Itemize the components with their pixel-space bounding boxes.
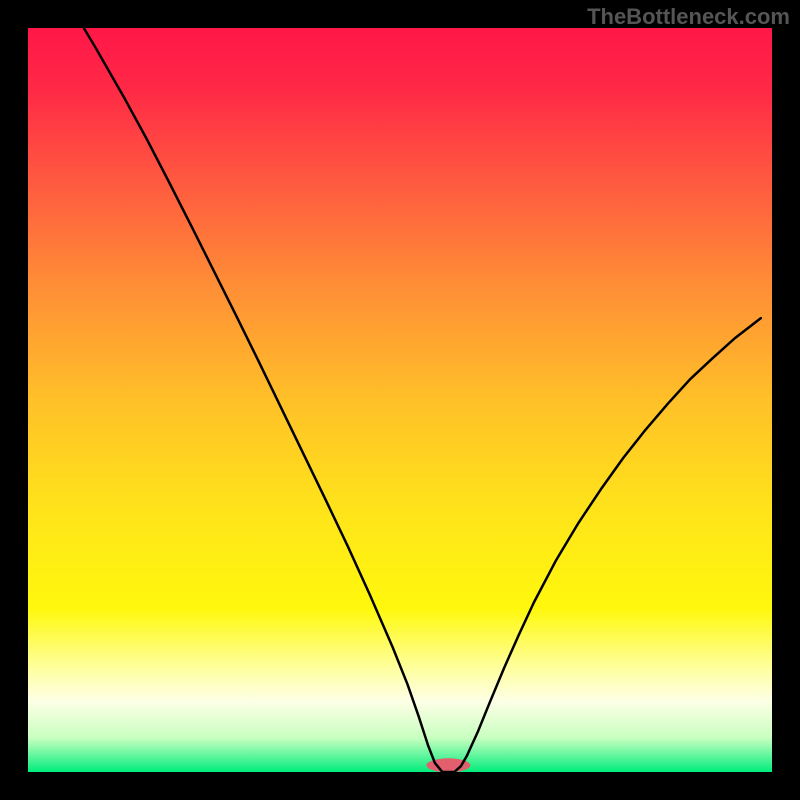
chart-container: TheBottleneck.com [0, 0, 800, 800]
watermark-text: TheBottleneck.com [587, 4, 790, 30]
gradient-background [28, 28, 772, 772]
bottleneck-curve-chart [0, 0, 800, 800]
